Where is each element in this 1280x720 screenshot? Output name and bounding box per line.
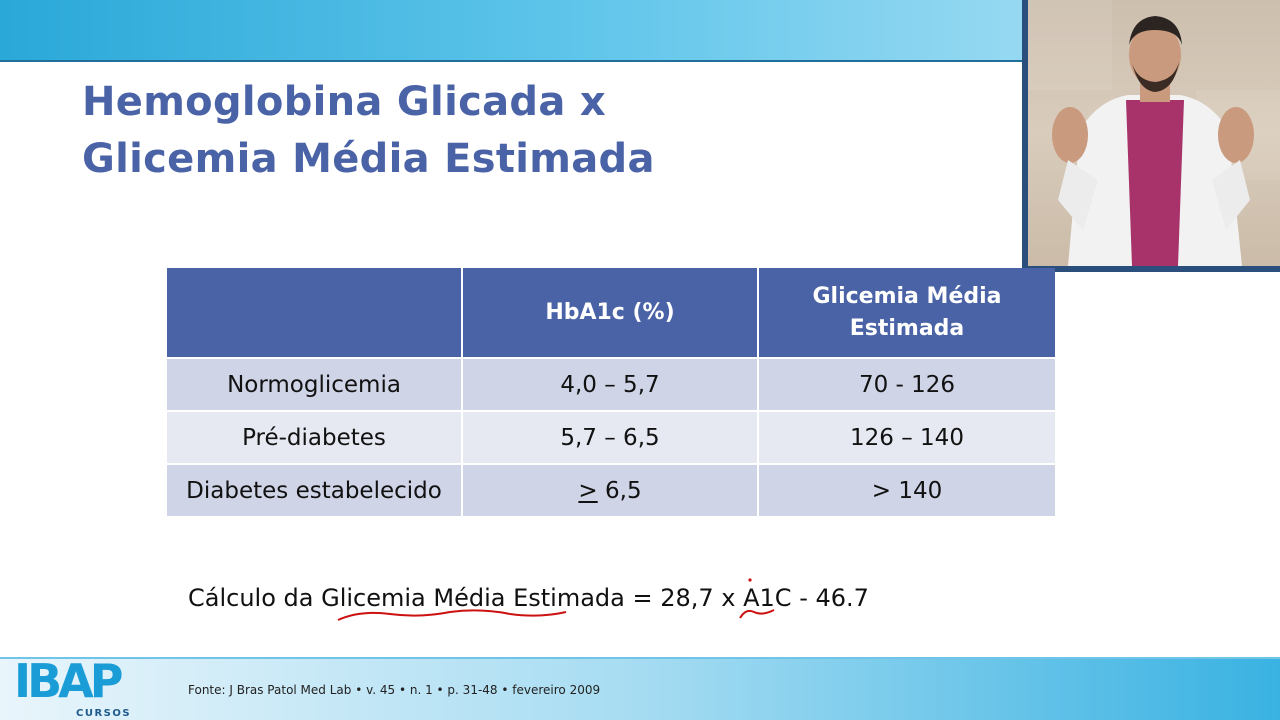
row-hba1c: > 6,5 bbox=[463, 465, 759, 518]
row-label: Normoglicemia bbox=[167, 359, 463, 412]
table-header-row: HbA1c (%) Glicemia Média Estimada bbox=[167, 268, 1055, 359]
table-row: Pré-diabetes 5,7 – 6,5 126 – 140 bbox=[167, 412, 1055, 465]
row-glicemia: > 140 bbox=[759, 465, 1055, 518]
glycemia-table: HbA1c (%) Glicemia Média Estimada Normog… bbox=[167, 268, 1055, 518]
row-glicemia: 70 - 126 bbox=[759, 359, 1055, 412]
presenter-video bbox=[1028, 0, 1280, 266]
bottom-banner-divider bbox=[0, 657, 1280, 659]
ibap-logo: IBAP bbox=[14, 654, 123, 708]
row-label: Pré-diabetes bbox=[167, 412, 463, 465]
source-citation: Fonte: J Bras Patol Med Lab • v. 45 • n.… bbox=[188, 683, 601, 697]
slide-title-line2: Glicemia Média Estimada bbox=[82, 136, 655, 182]
slide-title-line1: Hemoglobina Glicada x bbox=[82, 79, 606, 125]
row-glicemia: 126 – 140 bbox=[759, 412, 1055, 465]
row-hba1c-value: 6,5 bbox=[597, 477, 642, 504]
row-label: Diabetes estabelecido bbox=[167, 465, 463, 518]
table-row: Normoglicemia 4,0 – 5,7 70 - 126 bbox=[167, 359, 1055, 412]
table-header-empty bbox=[167, 268, 463, 359]
table-row: Diabetes estabelecido > 6,5 > 140 bbox=[167, 465, 1055, 518]
bottom-banner bbox=[0, 657, 1280, 720]
presenter-figure bbox=[1052, 16, 1254, 266]
table-header-glicemia: Glicemia Média Estimada bbox=[759, 268, 1055, 359]
presenter-webcam bbox=[1022, 0, 1280, 272]
ibap-logo-sub: CURSOS bbox=[76, 708, 132, 719]
table-header-hba1c: HbA1c (%) bbox=[463, 268, 759, 359]
row-hba1c: 5,7 – 6,5 bbox=[463, 412, 759, 465]
slide-title: Hemoglobina Glicada x Glicemia Média Est… bbox=[82, 74, 655, 188]
table-header-glicemia-line2: Estimada bbox=[849, 315, 965, 341]
formula-text: Cálculo da Glicemia Média Estimada = 28,… bbox=[188, 584, 869, 612]
geq-symbol: > bbox=[578, 477, 598, 504]
top-banner-divider bbox=[0, 60, 1280, 62]
row-hba1c: 4,0 – 5,7 bbox=[463, 359, 759, 412]
table-header-glicemia-line1: Glicemia Média bbox=[812, 283, 1002, 309]
